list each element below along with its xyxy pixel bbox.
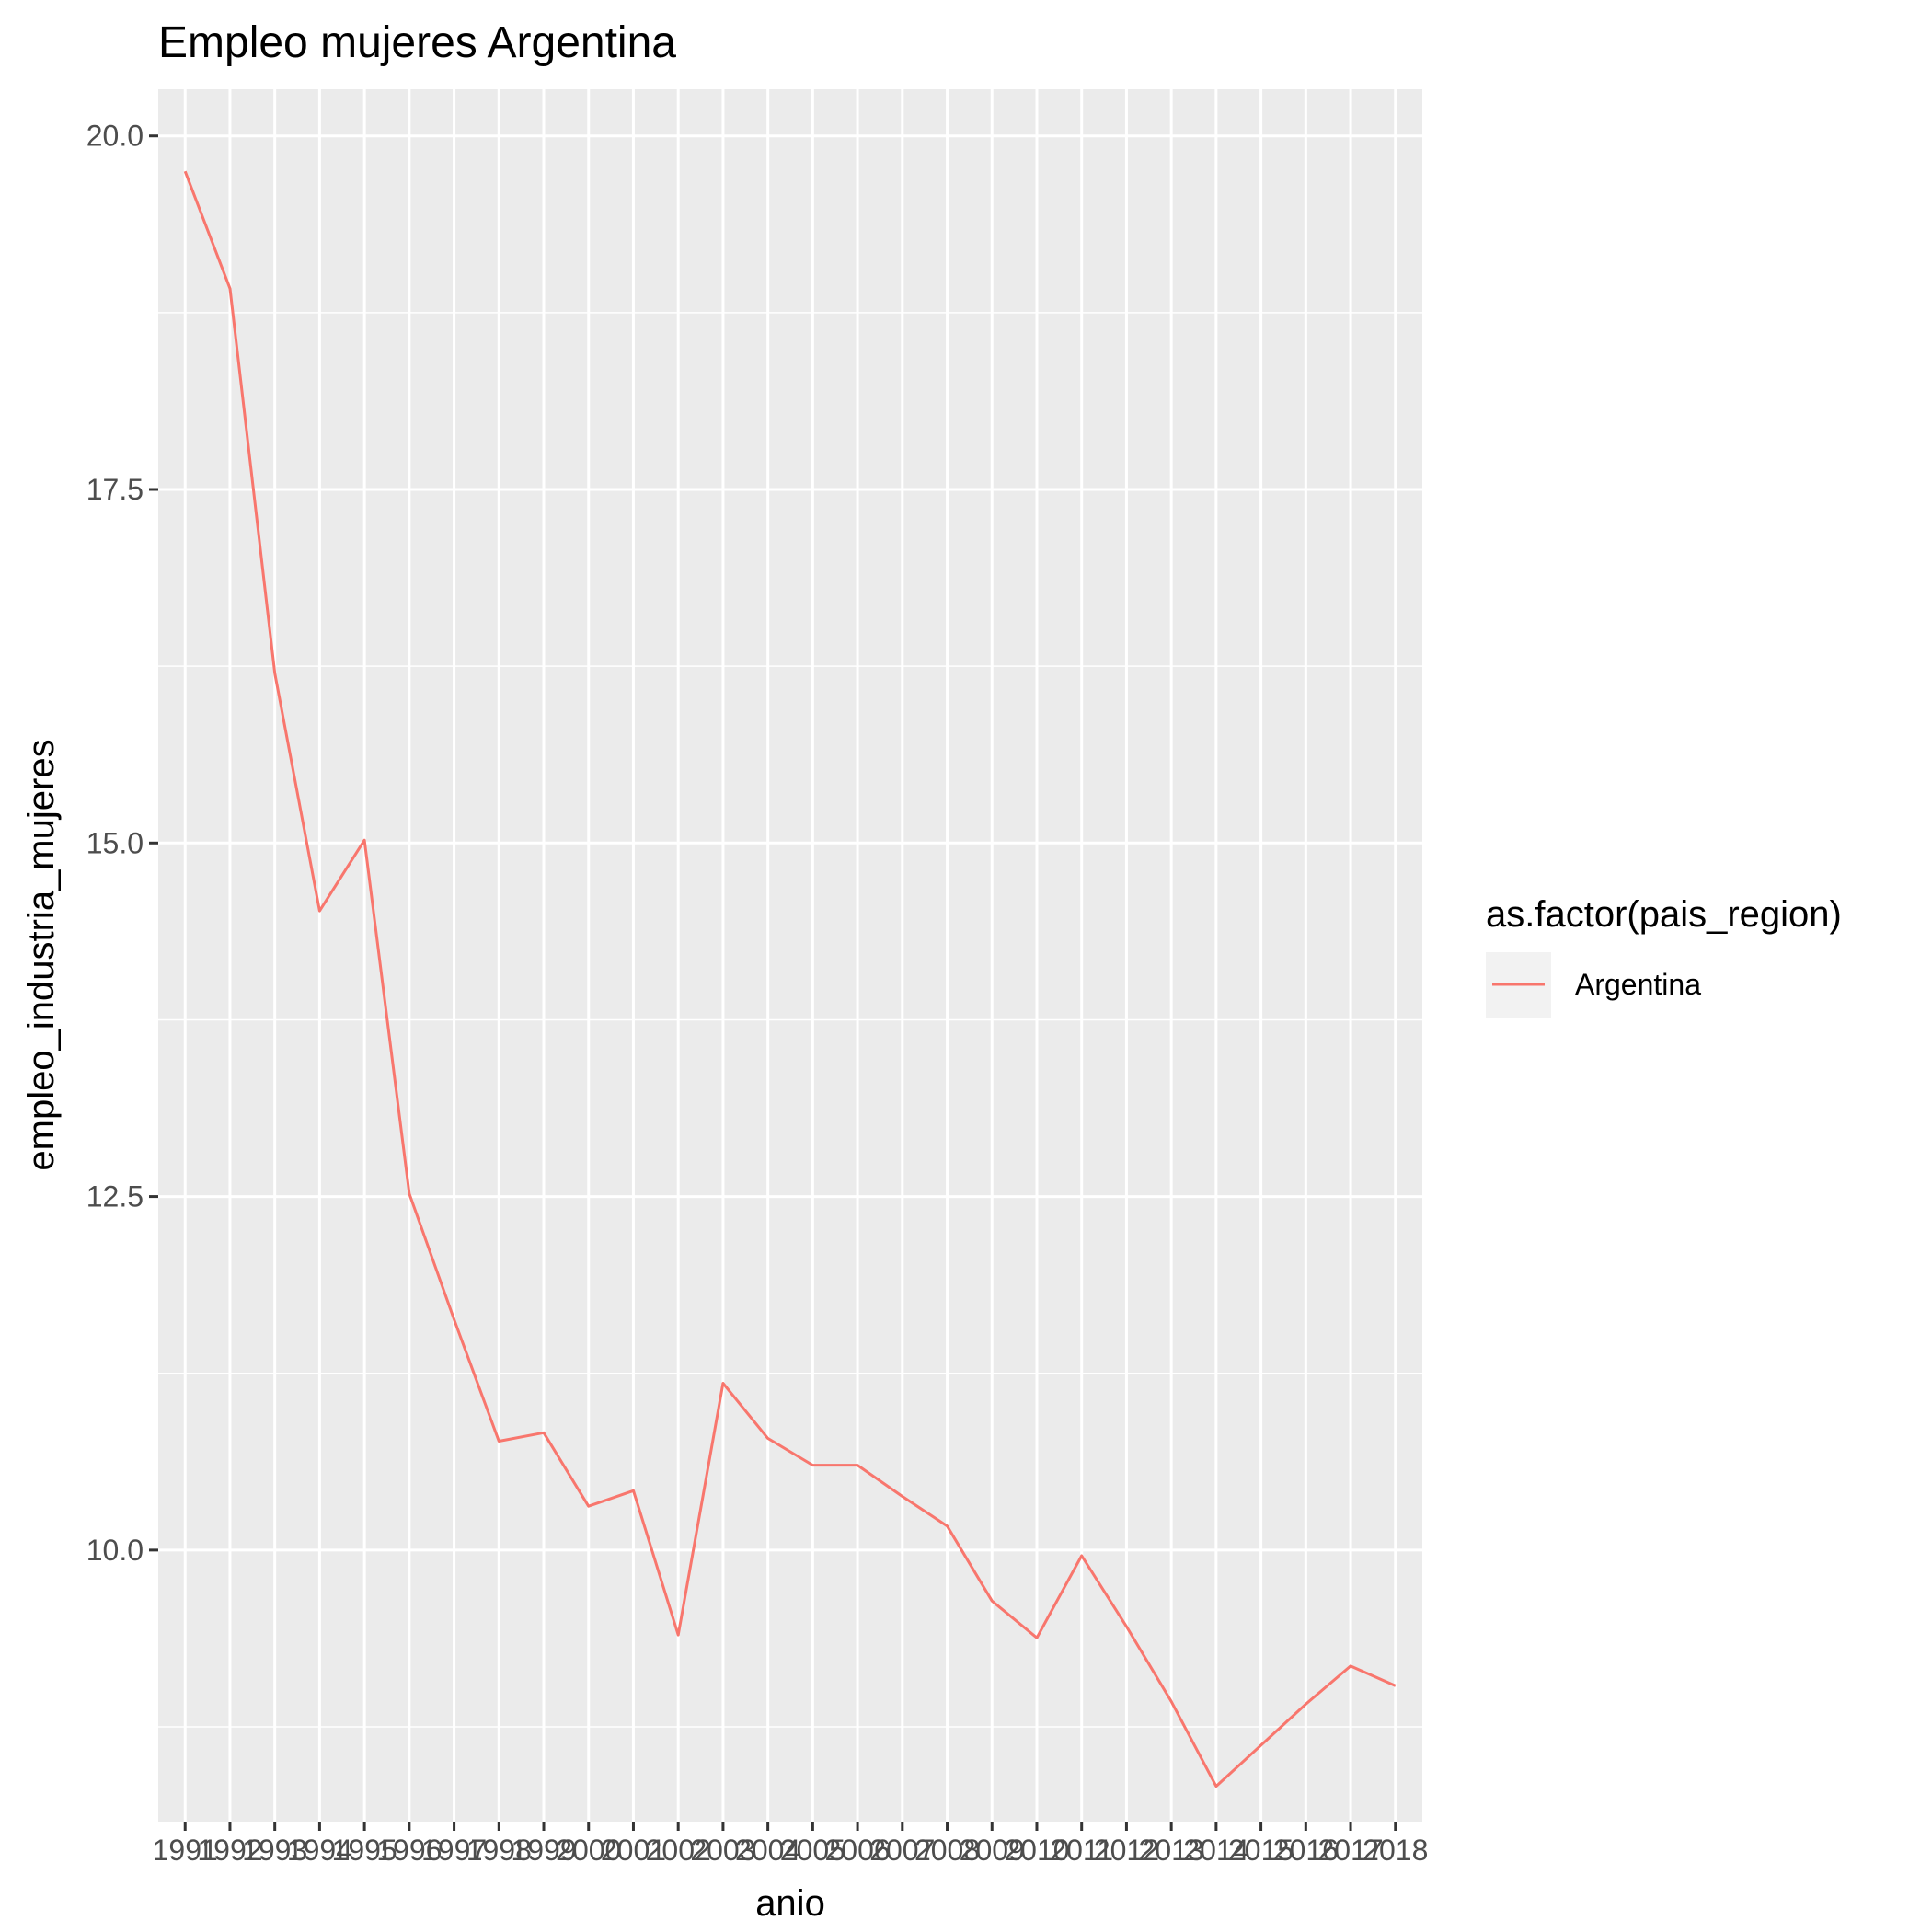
y-tick-label: 17.5 xyxy=(86,473,144,506)
x-tick-label: 2018 xyxy=(1363,1834,1428,1867)
x-tick-label: 2010 xyxy=(1004,1834,1069,1867)
x-tick-label: 2015 xyxy=(1228,1834,1294,1867)
legend: as.factor(pais_region) Argentina xyxy=(1486,894,1842,1018)
x-tick-label: 2003 xyxy=(690,1834,755,1867)
x-tick-label: 2012 xyxy=(1094,1834,1159,1867)
y-tick-label: 20.0 xyxy=(86,120,144,153)
x-tick-label: 2005 xyxy=(780,1834,845,1867)
y-axis-title: empleo_industria_mujeres xyxy=(21,739,62,1170)
x-axis-title: anio xyxy=(755,1883,825,1924)
plot-panel xyxy=(158,89,1422,1822)
x-tick-label: 1996 xyxy=(376,1834,442,1867)
x-tick-label: 1994 xyxy=(287,1834,352,1867)
minor-gridlines xyxy=(158,312,1422,1728)
x-tick-label: 2009 xyxy=(960,1834,1025,1867)
x-tick-label: 1993 xyxy=(242,1834,307,1867)
major-gridlines xyxy=(158,89,1422,1822)
x-tick-label: 2000 xyxy=(556,1834,621,1867)
y-axis: 10.0 12.5 15.0 17.5 20.0 xyxy=(86,120,158,1567)
x-tick-label: 2002 xyxy=(646,1834,711,1867)
x-tick-label: 2006 xyxy=(824,1834,890,1867)
x-tick-label: 1997 xyxy=(421,1834,487,1867)
x-tick-label: 2007 xyxy=(869,1834,935,1867)
x-tick-label: 2013 xyxy=(1139,1834,1204,1867)
y-tick-label: 15.0 xyxy=(86,826,144,859)
chart-title: Empleo mujeres Argentina xyxy=(158,18,676,67)
legend-title: as.factor(pais_region) xyxy=(1486,894,1842,935)
x-tick-label: 1995 xyxy=(332,1834,397,1867)
x-tick-label: 1992 xyxy=(197,1834,262,1867)
series-line-argentina xyxy=(183,170,1397,1788)
x-tick-label: 1991 xyxy=(153,1834,218,1867)
legend-label-argentina: Argentina xyxy=(1575,968,1701,1001)
x-tick-label: 2017 xyxy=(1317,1834,1383,1867)
x-tick-label: 2011 xyxy=(1050,1834,1113,1867)
y-tick-label: 10.0 xyxy=(86,1534,144,1567)
series-layer xyxy=(183,170,1397,1788)
x-tick-label: 2014 xyxy=(1183,1834,1248,1867)
x-tick-label: 2004 xyxy=(735,1834,800,1867)
y-tick-label: 12.5 xyxy=(86,1180,144,1213)
x-tick-label: 1998 xyxy=(466,1834,532,1867)
x-tick-label: 1999 xyxy=(511,1834,576,1867)
x-tick-label: 2016 xyxy=(1273,1834,1339,1867)
x-tick-label: 2008 xyxy=(914,1834,980,1867)
x-tick-label: 2001 xyxy=(601,1834,666,1867)
x-axis: 1991199219931994199519961997199819992000… xyxy=(153,1822,1428,1867)
